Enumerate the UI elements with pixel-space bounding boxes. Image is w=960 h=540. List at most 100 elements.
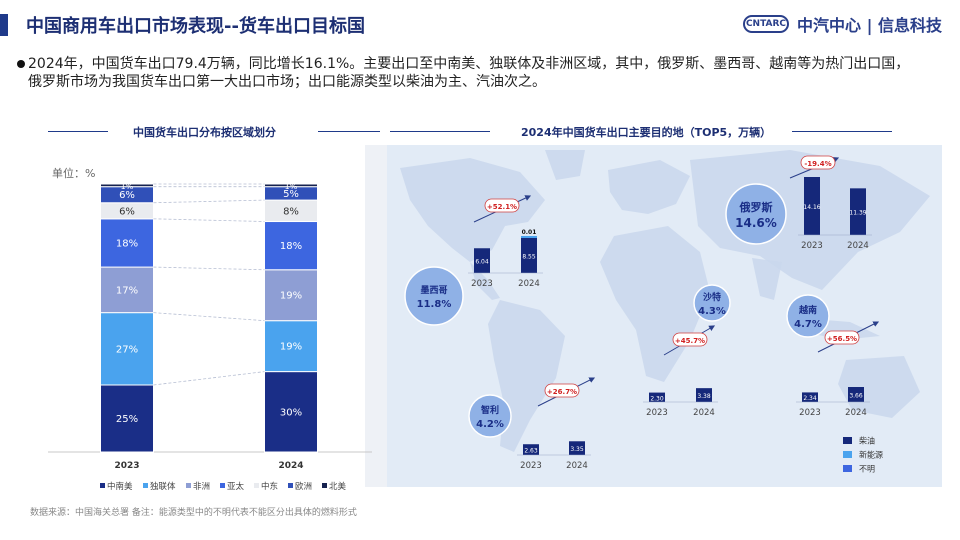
bar-data-label: 8% xyxy=(283,206,299,217)
country-year-label: 2024 xyxy=(847,241,869,251)
growth-pill xyxy=(800,155,836,170)
map-panel-shade xyxy=(365,145,387,487)
country-year-label: 2023 xyxy=(646,408,668,418)
country-share-label: 4.2% xyxy=(476,419,504,430)
country-name-label: 智利 xyxy=(481,404,499,416)
legend-label: 非洲 xyxy=(193,481,210,492)
unit-label: 单位：% xyxy=(52,167,96,180)
bar-data-label: 5% xyxy=(283,189,299,200)
bar-segment-北美 xyxy=(264,183,318,188)
growth-label: +52.1% xyxy=(487,203,517,211)
legend-label: 欧洲 xyxy=(295,481,312,492)
legend-swatch-中东 xyxy=(254,483,259,488)
country-bar-越南 xyxy=(802,392,818,402)
connector-line xyxy=(153,218,265,222)
x-tick-label: 2024 xyxy=(278,461,303,471)
growth-label: +56.5% xyxy=(827,335,857,343)
country-year-label: 2024 xyxy=(693,408,715,418)
bar-segment-亚太 xyxy=(264,221,318,271)
europe-shape xyxy=(608,160,690,214)
legend-swatch-欧洲 xyxy=(288,483,293,488)
bar-segment-北美 xyxy=(100,183,154,188)
country-bar-value: 11.39 xyxy=(849,210,866,217)
country-year-label: 2023 xyxy=(471,279,493,289)
country-share-label: 11.8% xyxy=(417,299,452,310)
bar-data-label: 6% xyxy=(119,206,135,217)
india-shape xyxy=(752,258,782,300)
growth-label: -19.4% xyxy=(804,160,831,168)
bar-data-label: 1% xyxy=(121,182,134,191)
legend-swatch-中南美 xyxy=(100,483,105,488)
country-bubble-沙特 xyxy=(693,284,731,322)
legend-label: 北美 xyxy=(329,481,347,492)
x-tick-label: 2023 xyxy=(114,461,139,471)
bar-data-label: 18% xyxy=(116,238,138,249)
country-year-label: 2023 xyxy=(520,461,542,471)
north-america-shape xyxy=(400,158,545,262)
legend-label: 亚太 xyxy=(227,481,245,492)
bar-data-label: 30% xyxy=(280,407,302,418)
country-share-label: 14.6% xyxy=(735,216,777,230)
country-year-label: 2023 xyxy=(801,241,823,251)
country-bar-墨西哥 xyxy=(474,248,490,273)
country-bar-沙特 xyxy=(696,388,712,402)
legend-label: 中南美 xyxy=(107,481,133,492)
bullet-icon xyxy=(17,60,25,68)
connector-line xyxy=(153,371,265,386)
country-name-label: 沙特 xyxy=(703,291,721,303)
country-bar-智利 xyxy=(523,444,539,455)
country-bar-俄罗斯 xyxy=(804,177,820,235)
page-title: 中国商用车出口市场表现--货车出口目标国 xyxy=(26,16,365,37)
bar-data-label: 1% xyxy=(285,182,298,191)
section-rule xyxy=(390,131,490,132)
country-bar-俄罗斯 xyxy=(850,188,866,235)
country-bar-value: 2.30 xyxy=(650,395,664,402)
country-share-label: 4.3% xyxy=(698,306,726,317)
country-bar-智利 xyxy=(569,441,585,455)
legend-swatch-北美 xyxy=(322,483,327,488)
growth-label: +26.7% xyxy=(547,388,577,396)
legend-label: 柴油 xyxy=(859,436,875,446)
bar-data-label: 17% xyxy=(116,285,138,296)
country-name-label: 墨西哥 xyxy=(420,285,447,296)
footer-note: 数据来源：中国海关总署 备注：能源类型中的不明代表不能区分出具体的燃料形式 xyxy=(30,508,357,518)
legend-swatch-新能源 xyxy=(843,451,852,458)
bar-data-label: 27% xyxy=(116,344,138,355)
connector-line xyxy=(153,266,265,271)
connector-line xyxy=(153,199,265,204)
growth-label: +45.7% xyxy=(675,337,705,345)
country-bar-extra-value: 0.01 xyxy=(522,229,537,236)
growth-pill xyxy=(824,330,860,345)
bar-segment-非洲 xyxy=(100,266,154,314)
section-rule xyxy=(48,131,108,132)
section-rule xyxy=(792,131,892,132)
bar-segment-非洲 xyxy=(264,269,318,322)
country-bubble-智利 xyxy=(468,394,512,438)
legend-label: 不明 xyxy=(859,465,875,474)
country-bar-extra xyxy=(521,235,537,238)
country-share-label: 4.7% xyxy=(794,319,822,330)
country-bar-value: 3.35 xyxy=(570,446,584,453)
bar-segment-中南美 xyxy=(100,384,154,453)
summary-text: 2024年，中国货车出口79.4万辆，同比增长16.1%。主要出口至中南美、独联… xyxy=(28,56,910,90)
country-bar-value: 6.04 xyxy=(475,259,489,266)
country-bar-墨西哥 xyxy=(521,237,537,273)
title-accent-bar xyxy=(0,14,8,36)
legend-swatch-柴油 xyxy=(843,437,852,444)
country-year-label: 2023 xyxy=(799,408,821,418)
country-name-label: 俄罗斯 xyxy=(739,200,773,214)
section-rule xyxy=(318,131,380,132)
country-year-label: 2024 xyxy=(566,461,588,471)
bar-segment-独联体 xyxy=(100,312,154,386)
logo-text: 中汽中心 | 信息科技 xyxy=(797,16,942,35)
country-name-label: 越南 xyxy=(798,304,817,316)
bar-data-label: 19% xyxy=(280,291,302,302)
country-bar-value: 3.66 xyxy=(849,393,863,400)
growth-pill xyxy=(544,383,580,398)
left-section-title: 中国货车出口分布按区域划分 xyxy=(133,126,276,139)
legend-label: 中东 xyxy=(261,481,278,492)
legend-label: 独联体 xyxy=(150,481,176,492)
right-section-title: 2024年中国货车出口主要目的地（TOP5，万辆） xyxy=(521,126,772,139)
